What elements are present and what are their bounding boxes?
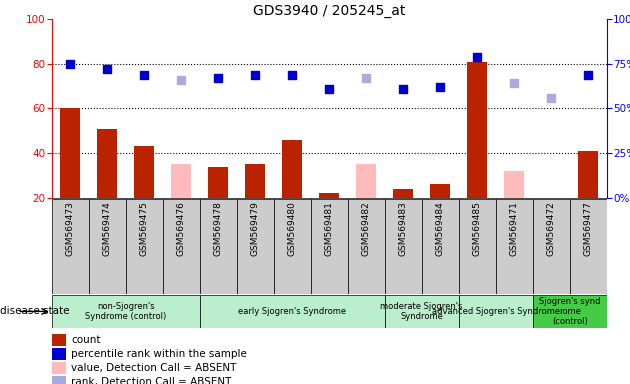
Point xyxy=(102,66,112,72)
Point xyxy=(324,86,334,92)
Bar xyxy=(200,199,237,294)
Text: Sjogren's synd
rome
(control): Sjogren's synd rome (control) xyxy=(539,296,600,326)
Text: GSM569476: GSM569476 xyxy=(176,201,186,256)
Point xyxy=(213,75,223,81)
Text: GSM569483: GSM569483 xyxy=(399,201,408,256)
Text: GSM569472: GSM569472 xyxy=(547,201,556,256)
Text: non-Sjogren's
Syndrome (control): non-Sjogren's Syndrome (control) xyxy=(85,302,166,321)
Text: GSM569485: GSM569485 xyxy=(472,201,482,256)
Point xyxy=(176,77,186,83)
Bar xyxy=(393,189,413,198)
Text: GSM569479: GSM569479 xyxy=(251,201,260,256)
Point xyxy=(250,71,260,78)
Text: count: count xyxy=(71,335,101,345)
Bar xyxy=(208,167,228,198)
Point xyxy=(435,84,445,90)
Text: advanced Sjogren's Syndrome: advanced Sjogren's Syndrome xyxy=(432,307,559,316)
Bar xyxy=(533,295,607,328)
Point xyxy=(546,95,556,101)
Bar xyxy=(533,199,570,294)
Bar xyxy=(52,348,66,360)
Text: moderate Sjogren's
Syndrome: moderate Sjogren's Syndrome xyxy=(381,302,463,321)
Bar xyxy=(52,334,66,346)
Point xyxy=(509,80,519,86)
Point xyxy=(361,75,371,81)
Text: GSM569480: GSM569480 xyxy=(288,201,297,256)
Bar xyxy=(319,193,340,198)
Bar xyxy=(385,199,421,294)
Bar xyxy=(430,184,450,198)
Text: disease state: disease state xyxy=(0,306,69,316)
Point xyxy=(398,86,408,92)
Point xyxy=(472,54,482,60)
Text: GSM569481: GSM569481 xyxy=(324,201,334,256)
Bar xyxy=(311,199,348,294)
Text: value, Detection Call = ABSENT: value, Detection Call = ABSENT xyxy=(71,363,236,373)
Bar xyxy=(570,199,607,294)
Bar xyxy=(504,171,524,198)
Point xyxy=(287,71,297,78)
Bar xyxy=(578,151,598,198)
Text: GSM569475: GSM569475 xyxy=(140,201,149,256)
Text: GSM569482: GSM569482 xyxy=(362,201,370,256)
Point xyxy=(583,71,593,78)
Text: percentile rank within the sample: percentile rank within the sample xyxy=(71,349,247,359)
Bar xyxy=(52,376,66,384)
Bar xyxy=(459,295,533,328)
Bar xyxy=(496,199,533,294)
Point xyxy=(139,71,149,78)
Bar xyxy=(89,199,125,294)
Bar xyxy=(237,199,273,294)
Bar xyxy=(52,295,200,328)
Text: GSM569477: GSM569477 xyxy=(583,201,593,256)
Bar xyxy=(52,362,66,374)
Text: GSM569484: GSM569484 xyxy=(436,201,445,256)
Bar xyxy=(97,129,117,198)
Bar xyxy=(125,199,163,294)
Bar xyxy=(200,295,385,328)
Bar xyxy=(52,199,89,294)
Text: GSM569473: GSM569473 xyxy=(66,201,75,256)
Point xyxy=(65,61,75,67)
Bar xyxy=(163,199,200,294)
Title: GDS3940 / 205245_at: GDS3940 / 205245_at xyxy=(253,4,405,18)
Bar xyxy=(245,164,265,198)
Text: rank, Detection Call = ABSENT: rank, Detection Call = ABSENT xyxy=(71,377,231,384)
Bar xyxy=(348,199,385,294)
Bar xyxy=(171,164,192,198)
Bar xyxy=(60,109,81,198)
Bar xyxy=(459,199,496,294)
Text: early Sjogren's Syndrome: early Sjogren's Syndrome xyxy=(238,307,347,316)
Bar xyxy=(134,146,154,198)
Bar xyxy=(467,61,488,198)
Bar xyxy=(421,199,459,294)
Bar xyxy=(356,164,376,198)
Bar xyxy=(385,295,459,328)
Text: GSM569478: GSM569478 xyxy=(214,201,222,256)
Text: GSM569474: GSM569474 xyxy=(103,201,112,256)
Text: GSM569471: GSM569471 xyxy=(510,201,518,256)
Bar xyxy=(273,199,311,294)
Bar xyxy=(282,140,302,198)
